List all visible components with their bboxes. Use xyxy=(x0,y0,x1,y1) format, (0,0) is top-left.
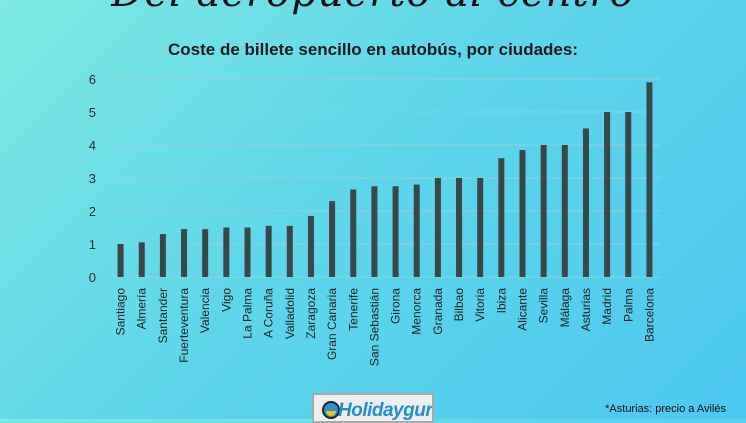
y-tick-label: 0 xyxy=(89,270,96,285)
x-tick-label: Bilbao xyxy=(452,288,466,322)
x-tick-label: Santiago xyxy=(114,288,128,336)
bar xyxy=(646,82,653,277)
bar xyxy=(604,112,611,277)
x-tick-label: Granada xyxy=(431,288,445,335)
bar xyxy=(138,242,145,277)
x-tick-label: Valencia xyxy=(198,288,212,333)
bar xyxy=(329,201,336,277)
bar xyxy=(159,234,166,277)
x-tick-label: Ibiza xyxy=(494,288,508,314)
x-tick-label: Sevilla xyxy=(537,288,551,324)
x-tick-label: Vitoria xyxy=(473,288,487,322)
bar xyxy=(561,145,568,277)
y-tick-label: 6 xyxy=(89,72,96,87)
x-tick-label: Zaragoza xyxy=(304,288,318,339)
bar xyxy=(202,229,209,277)
bar xyxy=(286,225,293,277)
bar xyxy=(625,112,632,277)
x-tick-label: Madrid xyxy=(600,288,614,325)
x-tick-label: Alicante xyxy=(516,288,530,331)
x-tick-label: Palma xyxy=(621,288,635,322)
bar xyxy=(371,186,378,277)
holidayguru-logo[interactable]: Holidayguru xyxy=(312,393,434,423)
y-tick-label: 1 xyxy=(89,237,96,252)
x-tick-label: La Palma xyxy=(241,288,255,339)
bar xyxy=(117,244,124,277)
footnote: *Asturias: precio a Avilés xyxy=(605,403,726,415)
bar xyxy=(350,189,357,277)
x-tick-label: San Sebastián xyxy=(367,288,381,366)
bar xyxy=(519,149,526,277)
bar xyxy=(265,225,272,277)
x-tick-label: Almería xyxy=(135,288,149,330)
bar xyxy=(392,186,399,277)
bar xyxy=(477,178,484,277)
x-tick-label: Málaga xyxy=(558,288,572,328)
x-tick-label: Asturias xyxy=(579,288,593,331)
x-tick-label: Menorca xyxy=(410,288,424,335)
x-tick-label: Tenerife xyxy=(346,288,360,331)
y-tick-label: 4 xyxy=(89,138,96,153)
bar xyxy=(223,227,230,277)
chart-subtitle: Coste de billete sencillo en autobús, po… xyxy=(168,40,578,59)
bar xyxy=(498,158,505,277)
page-title: Del aeropuerto al centro xyxy=(0,0,746,16)
bar xyxy=(434,178,441,277)
x-tick-label: Vigo xyxy=(219,288,233,312)
bar xyxy=(582,128,589,277)
x-tick-label: Gran Canaria xyxy=(325,288,339,360)
bar xyxy=(307,215,314,277)
x-tick-label: A Coruña xyxy=(262,288,276,338)
bar xyxy=(456,178,463,277)
sun-umbrella-icon xyxy=(322,401,340,419)
x-tick-label: Barcelona xyxy=(642,288,656,342)
y-tick-label: 3 xyxy=(89,171,96,186)
bar xyxy=(181,229,188,277)
x-tick-label: Valladolid xyxy=(283,288,297,339)
logo-text: Holidayguru xyxy=(338,400,434,421)
y-tick-label: 5 xyxy=(89,105,96,120)
bar xyxy=(244,227,251,277)
bar xyxy=(413,184,420,277)
bar xyxy=(540,145,547,277)
x-tick-label: Fuerteventura xyxy=(177,288,191,363)
y-tick-label: 2 xyxy=(89,204,96,219)
x-tick-label: Santander xyxy=(156,288,170,343)
x-tick-label: Girona xyxy=(389,288,403,324)
